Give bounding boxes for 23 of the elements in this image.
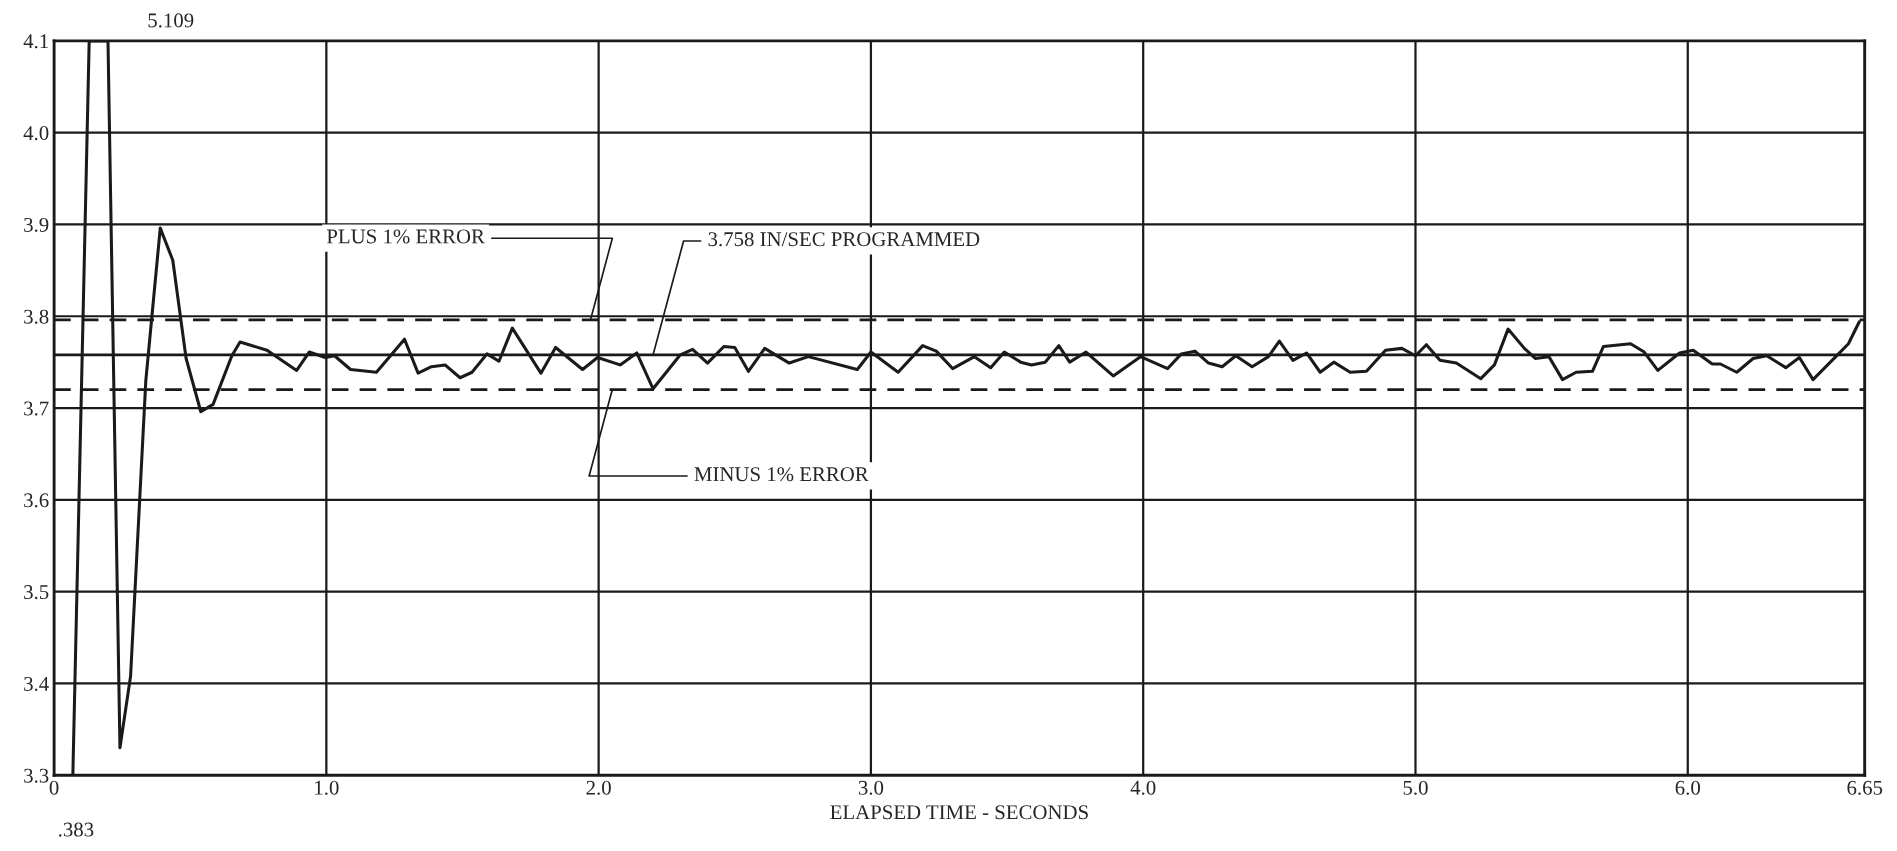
ref-line-label: 3.758 IN/SEC PROGRAMMED: [708, 232, 980, 247]
x-tick-label: 1.0: [315, 780, 339, 795]
y-tick-label: 3.9: [24, 217, 49, 232]
x-tick-label: 2.0: [586, 780, 611, 795]
x-tick-label: 4.0: [1130, 780, 1156, 795]
y-tick-label: 4.1: [23, 34, 48, 49]
y-tick-label: 4.0: [23, 126, 49, 141]
text: .383: [59, 822, 94, 837]
x-tick-label: 0: [49, 780, 59, 795]
x-tick-label: 3.0: [858, 780, 884, 795]
y-tick-label: 3.4: [24, 676, 49, 691]
ref-line-label: MINUS 1% ERROR: [694, 467, 869, 482]
x-tick-label: 5.0: [1403, 780, 1428, 795]
y-tick-label: 3.5: [24, 585, 49, 600]
ref-line-label: PLUS 1% ERROR: [326, 229, 485, 244]
x-tick-label: 6.65: [1847, 780, 1883, 795]
x-axis-title: ELAPSED TIME - SECONDS: [830, 805, 1088, 820]
y-tick-label: 3.3: [24, 768, 49, 783]
y-tick-label: 3.7: [24, 401, 49, 416]
y-tick-label: 3.8: [24, 309, 49, 324]
y-tick-label: 3.6: [24, 493, 49, 508]
text: 5.109: [148, 13, 194, 28]
x-tick-label: 6.0: [1675, 780, 1700, 795]
